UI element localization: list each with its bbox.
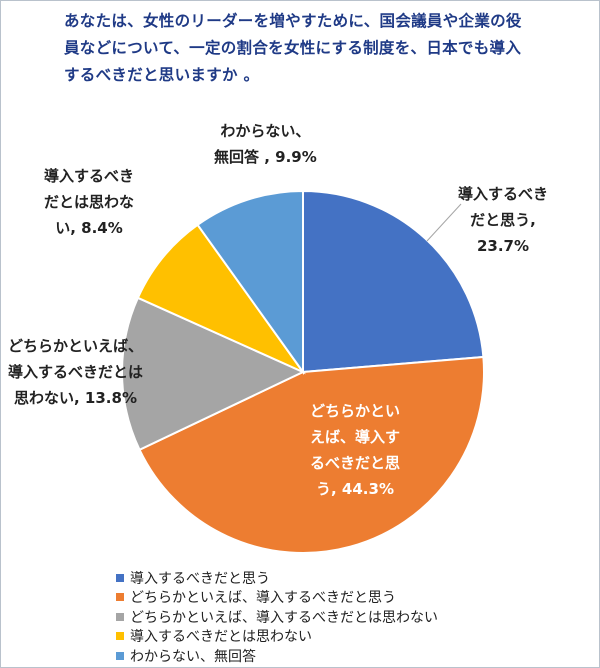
legend-item-3: 導入するべきだとは思わない [116,627,438,647]
legend-label-0: 導入するべきだと思う [130,570,270,587]
legend-swatch-0 [116,573,124,582]
slice-label-3: 導入するべき だとは思わな い, 8.4% [44,167,135,237]
pie-slice-3 [136,223,306,375]
legend-label-3: 導入するべきだとは思わない [130,629,312,646]
slice-label-1: どちらかとい えば、導入す るべきだと思 う, 44.3% [310,402,401,498]
slice-label-4: わからない、 無回答 , 9.9% [214,122,317,166]
legend-swatch-1 [116,593,124,602]
legend-swatch-4 [116,651,124,660]
legend: 導入するべきだと思う どちらかといえば、導入するべきだと思う どちらかといえば、… [116,568,438,666]
slice-label-2: どちらかといえば、 導入するべきだとは 思わない, 13.8% [8,337,144,407]
pie-slice-1 [138,355,485,554]
legend-item-4: わからない、無回答 [116,646,438,666]
pie-slice-4 [196,189,304,376]
pie-slice-0 [302,189,485,374]
pie-slice-2 [121,296,306,452]
legend-item-2: どちらかといえば、導入するべきだとは思わない [116,607,438,627]
legend-label-1: どちらかといえば、導入するべきだと思う [130,590,396,607]
leader-line-0 [426,203,462,242]
legend-label-2: どちらかといえば、導入するべきだとは思わない [130,609,438,626]
legend-item-1: どちらかといえば、導入するべきだと思う [116,588,438,608]
chart-title: あなたは、女性のリーダーを増やすために、国会議員や企業の役 員などについて、一定… [64,8,564,89]
slice-label-0: 導入するべき だと思う, 23.7% [458,185,549,255]
chart-title-line-1: あなたは、女性のリーダーを増やすために、国会議員や企業の役 [64,12,522,30]
legend-label-4: わからない、無回答 [130,648,256,665]
chart-title-line-2: 員などについて、一定の割合を女性にする制度を、日本でも導入 [64,39,522,57]
chart-title-line-3: するべきだと思いますか 。 [64,66,260,84]
legend-swatch-2 [116,612,124,621]
legend-item-0: 導入するべきだと思う [116,568,438,588]
legend-swatch-3 [116,632,124,641]
